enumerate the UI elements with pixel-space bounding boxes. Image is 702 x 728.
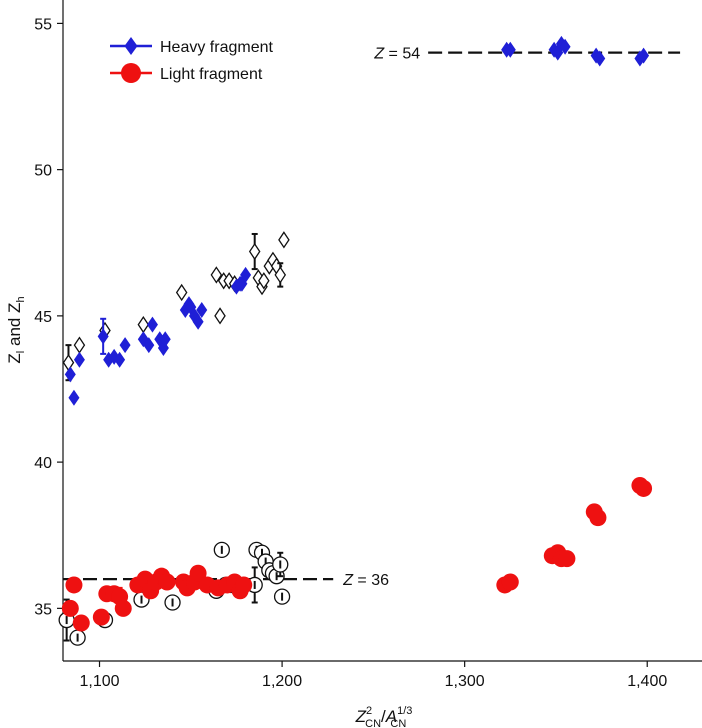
x-tick-label: 1,200 [262,673,302,690]
open-diamond-point [274,266,287,284]
open-diamond-point [278,231,290,249]
light-fragment-point [235,576,253,594]
x-tick-label: 1,100 [79,673,119,690]
heavy-fragment-point [73,351,85,368]
plot-frame [62,0,702,662]
x-tick-label: 1,300 [445,673,485,690]
heavy-fragment-point [504,41,516,58]
data-marks [58,35,653,646]
light-fragment-point [114,599,132,617]
heavy-fragment-point [119,337,131,354]
heavy-fragment-point [143,337,155,354]
heavy-fragment-point [638,47,650,64]
legend-label: Heavy fragment [160,39,273,56]
x-axis-label: Z2 CN/A1/3 CN [355,705,413,728]
x-tick-label: 1,400 [627,673,667,690]
y-tick-label: 35 [34,601,52,618]
heavy-fragment-point [192,313,204,330]
legend-label: Light fragment [160,66,263,83]
light-fragment-point [189,564,207,582]
open-diamond-point [73,336,86,354]
open-diamond-point [210,266,223,284]
legend-marker-circle [121,63,141,83]
legend-marker-diamond [124,37,138,55]
open-diamond-point [248,242,261,261]
reference-line-label: Z = 54 [373,46,420,63]
heavy-fragment-point [196,302,208,319]
open-diamond-point [62,354,75,372]
heavy-fragment-point [159,331,171,348]
axis-ticks: 1,100 1,200 1,300 1,400 35 40 45 50 55 [34,16,667,690]
heavy-fragment-point [68,389,80,406]
reference-line-label: Z = 36 [342,572,389,589]
light-fragment-point [158,573,176,591]
heavy-fragment-point [594,50,606,67]
y-tick-label: 45 [34,309,52,326]
heavy-fragment-point [64,366,76,383]
legend: Heavy fragment Light fragment [110,37,273,83]
light-fragment-point [61,599,79,617]
open-diamond-point [137,315,150,334]
open-diamond-point [258,272,270,290]
open-diamond-point [175,283,188,302]
y-tick-label: 55 [34,16,52,33]
heavy-fragment-point [97,328,109,345]
y-tick-label: 40 [34,455,52,472]
heavy-fragment-point [146,316,158,333]
open-diamond-point [214,307,226,325]
light-fragment-point [92,608,110,626]
heavy-fragment-point [559,38,571,55]
heavy-fragment-point [114,351,126,368]
light-fragment-point [558,550,576,568]
heavy-fragment-point [240,266,252,283]
light-fragment-point [635,479,653,497]
light-fragment-point [65,576,83,594]
light-fragment-point [501,573,519,591]
y-axis-label: Zl and Zh [5,296,27,363]
light-fragment-point [72,614,90,632]
y-tick-label: 50 [34,163,52,180]
light-fragment-point [589,509,607,527]
